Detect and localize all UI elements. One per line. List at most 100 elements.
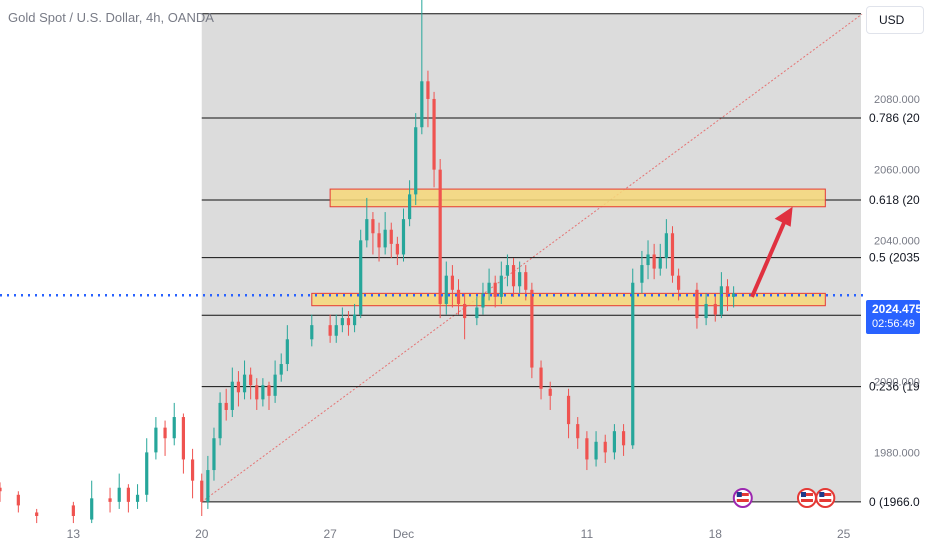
candle-body bbox=[163, 427, 167, 439]
candle-body bbox=[90, 498, 94, 520]
price-axis-label: 2000.000 bbox=[874, 377, 920, 389]
time-axis-label: 27 bbox=[323, 527, 337, 541]
us-flag-event-icon[interactable] bbox=[815, 488, 836, 508]
projection-arrowhead bbox=[774, 206, 793, 227]
time-axis-label: 25 bbox=[837, 527, 851, 541]
candle-body bbox=[631, 282, 635, 446]
candle-body bbox=[493, 282, 497, 297]
candle-body bbox=[0, 487, 2, 492]
candle-body bbox=[172, 417, 176, 439]
candle-body bbox=[732, 293, 736, 297]
bar-countdown-label: 02:56:49 bbox=[872, 318, 915, 330]
candle-body bbox=[365, 219, 369, 241]
candle-body bbox=[612, 431, 617, 453]
candle-body bbox=[511, 265, 516, 287]
candle-body bbox=[154, 427, 158, 453]
candle-body bbox=[725, 286, 730, 297]
candle-body bbox=[190, 459, 195, 481]
candle-body bbox=[481, 293, 485, 308]
candle-body bbox=[352, 314, 357, 326]
candle-body bbox=[621, 431, 626, 446]
candle-body bbox=[414, 127, 418, 195]
candle-body bbox=[285, 339, 289, 365]
candle-body bbox=[224, 402, 228, 410]
candle-body bbox=[487, 282, 491, 294]
candle-body bbox=[135, 494, 140, 502]
trend-line[interactable] bbox=[201, 13, 863, 503]
candle-body bbox=[646, 254, 650, 266]
projection-arrow[interactable] bbox=[750, 215, 789, 298]
fib-level-label: 0 (1966.0 bbox=[869, 495, 920, 509]
candle-body bbox=[371, 219, 375, 234]
candle-body bbox=[230, 381, 234, 410]
candle-body bbox=[389, 229, 393, 244]
candle-body bbox=[499, 275, 503, 297]
candle-body bbox=[670, 233, 675, 276]
candle-body bbox=[255, 385, 259, 400]
price-axis-label: 2040.000 bbox=[874, 235, 920, 247]
flag-canton-icon bbox=[800, 492, 806, 497]
candle-body bbox=[242, 374, 247, 393]
candle-body bbox=[200, 480, 204, 502]
candle-body bbox=[576, 424, 580, 439]
us-flag-event-icon[interactable] bbox=[732, 488, 753, 508]
candle-body bbox=[658, 258, 662, 269]
candle-body bbox=[71, 505, 75, 516]
candle-body bbox=[310, 325, 314, 340]
price-axis-label: 2060.000 bbox=[874, 165, 920, 177]
candle-body bbox=[566, 395, 571, 425]
candle-body bbox=[463, 303, 467, 319]
candle-body bbox=[126, 487, 130, 502]
candle-body bbox=[359, 240, 363, 315]
candle-body bbox=[652, 254, 656, 269]
price-axis-label: 1980.000 bbox=[874, 447, 920, 459]
candle-body bbox=[548, 388, 552, 396]
flag-stripe-icon bbox=[800, 493, 813, 496]
candle-body bbox=[249, 374, 253, 386]
candle-body bbox=[585, 438, 589, 460]
flag-stripe-icon bbox=[800, 499, 813, 502]
flag-canton-icon bbox=[736, 492, 742, 497]
currency-selector[interactable]: USD bbox=[866, 6, 924, 34]
candle-body bbox=[719, 286, 723, 315]
fib-level-label: 0.5 (2035 bbox=[869, 251, 920, 265]
candle-body bbox=[505, 265, 510, 276]
candle-body bbox=[408, 194, 412, 220]
fib-level-label: 0.236 (19 bbox=[869, 380, 920, 394]
candle-body bbox=[524, 272, 528, 290]
time-axis-label: 18 bbox=[709, 527, 723, 541]
flag-stripe-icon bbox=[819, 493, 832, 496]
candle-body bbox=[401, 219, 406, 255]
candle-body bbox=[450, 275, 454, 290]
candle-body bbox=[518, 272, 522, 287]
candle-body bbox=[328, 325, 332, 336]
candle-body bbox=[117, 487, 121, 502]
candle-body bbox=[35, 512, 39, 516]
candle-body bbox=[594, 441, 598, 460]
candle-body bbox=[676, 275, 681, 290]
candle-body bbox=[695, 289, 699, 319]
candle-body bbox=[530, 289, 534, 368]
us-flag-event-icon[interactable] bbox=[796, 488, 817, 508]
candle-body bbox=[206, 470, 210, 502]
candle-body bbox=[340, 318, 344, 326]
candle-body bbox=[438, 169, 442, 304]
support-resistance-zone[interactable] bbox=[329, 188, 826, 208]
candle-body bbox=[432, 98, 436, 170]
flag-stripe-icon bbox=[819, 499, 832, 502]
candle-body bbox=[346, 318, 351, 326]
price-axis-label: 2080.000 bbox=[874, 94, 920, 106]
time-axis-label: Dec bbox=[393, 527, 414, 541]
candle-body bbox=[475, 307, 479, 319]
candle-body bbox=[218, 402, 222, 439]
flag-stripe-icon bbox=[736, 493, 749, 496]
candle-body bbox=[539, 367, 543, 389]
time-axis-label: 13 bbox=[67, 527, 81, 541]
candle-body bbox=[181, 417, 186, 460]
candle-body bbox=[456, 289, 461, 304]
chart-title: Gold Spot / U.S. Dollar, 4h, OANDA bbox=[8, 10, 214, 25]
candle-body bbox=[603, 441, 607, 453]
candle-body bbox=[664, 233, 668, 258]
candle-body bbox=[334, 325, 338, 336]
